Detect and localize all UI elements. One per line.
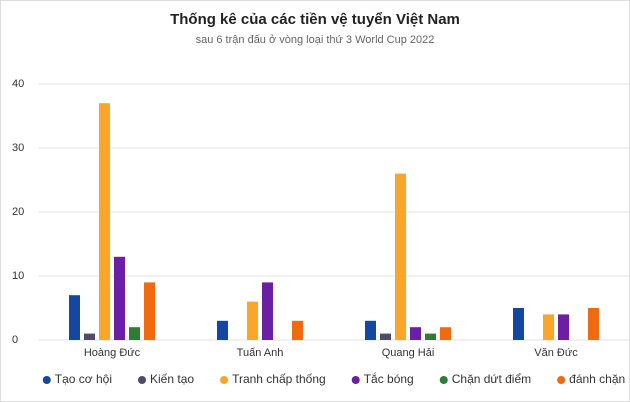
legend-marker [439, 376, 448, 384]
legend-label: Tranh chấp thống [232, 372, 326, 386]
legend-label: Chặn dứt điểm [452, 372, 531, 386]
bar [395, 173, 406, 340]
bar [558, 314, 569, 340]
y-tick-label: 20 [12, 206, 24, 218]
y-tick-label: 30 [12, 142, 24, 154]
bar [440, 327, 451, 340]
x-tick-label: Tuấn Anh [237, 347, 284, 359]
bar [262, 282, 273, 340]
legend-marker [220, 376, 229, 384]
bar [247, 301, 258, 340]
bar [114, 256, 125, 340]
bar [69, 295, 80, 340]
legend-marker [351, 376, 360, 384]
bar [380, 333, 391, 340]
legend-label: Tắc bóng [364, 371, 414, 386]
bar [425, 333, 436, 340]
bar [217, 320, 228, 340]
legend-marker [138, 376, 147, 384]
chart-subtitle: sau 6 trận đấu ở vòng loại thứ 3 World C… [196, 34, 435, 46]
chart-title: Thống kê của các tiền vệ tuyển Việt Nam [170, 11, 460, 28]
bar [513, 308, 524, 340]
y-tick-label: 10 [12, 270, 24, 282]
bar [144, 282, 155, 340]
bar [410, 327, 421, 340]
legend-label: đánh chặn [569, 372, 625, 386]
y-tick-label: 40 [12, 78, 24, 90]
legend-label: Tạo cơ hội [55, 372, 112, 386]
y-tick-label: 0 [12, 334, 18, 346]
bar [129, 327, 140, 340]
legend-label: Kiến tạo [150, 372, 194, 386]
bar [99, 103, 110, 340]
bar [292, 320, 303, 340]
bar [365, 320, 376, 340]
legend-marker [42, 376, 51, 384]
legend-marker [557, 376, 566, 384]
x-tick-label: Văn Đức [534, 347, 578, 359]
bar [84, 333, 95, 340]
x-tick-label: Hoàng Đức [84, 347, 141, 359]
bar [588, 308, 599, 340]
bar [543, 314, 554, 340]
x-tick-label: Quang Hải [382, 347, 435, 359]
